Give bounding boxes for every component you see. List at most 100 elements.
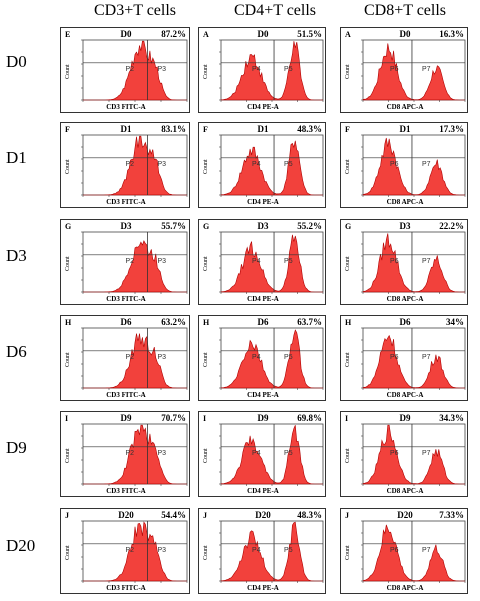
gate-label-left: P4 [252,160,261,168]
panel-letter: G [345,222,352,231]
gate-label-right: P7 [421,65,431,73]
histogram-area [362,43,465,101]
column-header-cd4: CD4+T cells [233,2,317,19]
gate-label-right: P3 [157,546,167,554]
y-axis-label: Count [65,545,71,560]
histogram-area [220,140,323,196]
histogram-plot [81,231,188,294]
histogram-panel-d0-cd3: E D0 87.2% CD3 FITC-A Count P2 P3 [60,27,190,113]
histogram-plot [81,327,188,390]
panel-letter: I [65,414,69,423]
column-header-cd3: CD3+T cells [93,2,177,19]
gate-label-left: P6 [389,353,399,361]
gate-label-left: P6 [389,546,399,554]
panel-letter: F [345,125,350,134]
histogram-plot [219,134,324,197]
histogram-area [362,424,465,485]
y-axis-label: Count [203,256,209,271]
histogram-area [362,524,465,582]
y-axis-label: Count [65,256,71,271]
histogram-area [362,334,465,389]
histogram-plot [219,39,324,102]
panel-percentage: 54.4% [161,510,186,520]
panel-percentage: 51.5% [297,29,322,39]
histogram-area [83,40,187,101]
histogram-panel-d3-cd8: G D3 22.2% CD8 APC-A Count P6 P7 [340,219,468,305]
panel-day: D3 [257,221,269,231]
histogram-plot [361,231,466,294]
x-axis-label: CD8 APC-A [386,198,424,206]
x-axis-label: CD8 APC-A [386,391,424,399]
x-axis-label: CD3 FITC-A [106,584,146,592]
panel-letter: I [345,414,349,423]
histogram-plot [361,327,466,390]
row-label-d6: D6 [6,342,27,361]
row-label-d1: D1 [6,148,27,167]
histogram-plot [81,423,188,486]
histogram-area [220,329,323,389]
panel-day: D0 [120,29,132,39]
histogram-plot [361,520,466,583]
panel-day: D6 [399,317,411,327]
panel-percentage: 55.7% [161,221,186,231]
panel-percentage: 34.3% [439,413,464,423]
histogram-area [220,425,323,485]
y-axis-label: Count [203,64,209,79]
gate-label-right: P7 [421,257,431,265]
panel-percentage: 22.2% [439,221,464,231]
gate-label-left: P2 [125,353,135,361]
x-axis-label: CD8 APC-A [386,295,424,303]
gate-label-right: P7 [421,353,431,361]
panel-percentage: 55.2% [297,221,322,231]
row-label-d20: D20 [6,536,36,555]
histogram-panel-d1-cd4: F D1 48.3% CD4 PE-A Count P4 P5 [198,122,326,208]
y-axis-label: Count [65,159,71,174]
histogram-panel-d6-cd3: H D6 63.2% CD3 FITC-A Count P2 P3 [60,315,190,401]
x-axis-label: CD8 APC-A [386,487,424,495]
histogram-area [220,521,323,582]
panel-letter: E [65,30,71,39]
gate-label-right: P7 [421,449,431,457]
gate-label-left: P4 [252,65,261,73]
x-axis-label: CD3 FITC-A [106,198,146,206]
gate-label-left: P6 [389,160,399,168]
panel-percentage: 48.3% [297,124,322,134]
histogram-plot [219,231,324,294]
histogram-panel-d6-cd8: H D6 34% CD8 APC-A Count P6 P7 [340,315,468,401]
x-axis-label: CD4 PE-A [247,198,279,206]
histogram-plot [361,134,466,197]
panel-day: D6 [257,317,269,327]
histogram-plot [81,520,188,583]
gate-label-left: P4 [252,546,261,554]
histogram-area [362,233,465,293]
histogram-panel-d20-cd3: J D20 54.4% CD3 FITC-A Count P2 P3 [60,508,190,594]
panel-day: D9 [120,413,132,423]
histogram-panel-d20-cd8: J D20 7.33% CD8 APC-A Count P6 P7 [340,508,468,594]
histogram-area [83,135,187,196]
panel-percentage: 34% [446,317,464,327]
histogram-panel-d0-cd4: A D0 51.5% CD4 PE-A Count P4 P5 [198,27,326,113]
gate-label-right: P5 [284,353,293,361]
x-axis-label: CD4 PE-A [247,584,279,592]
y-axis-label: Count [203,545,209,560]
gate-label-right: P5 [284,546,293,554]
gate-label-right: P5 [284,257,293,265]
row-label-d0: D0 [6,52,27,71]
panel-letter: H [65,318,72,327]
x-axis-label: CD4 PE-A [247,103,279,111]
histogram-area [83,333,187,389]
histogram-plot [219,520,324,583]
x-axis-label: CD8 APC-A [386,584,424,592]
histogram-area [83,240,187,293]
y-axis-label: Count [345,545,351,560]
y-axis-label: Count [203,159,209,174]
histogram-panel-d1-cd8: F D1 17.3% CD8 APC-A Count P6 P7 [340,122,468,208]
histogram-panel-d3-cd3: G D3 55.7% CD3 FITC-A Count P2 P3 [60,219,190,305]
panel-percentage: 63.7% [297,317,322,327]
gate-label-right: P3 [157,257,167,265]
histogram-plot [81,134,188,197]
y-axis-label: Count [345,159,351,174]
panel-day: D20 [255,510,271,520]
y-axis-label: Count [345,64,351,79]
